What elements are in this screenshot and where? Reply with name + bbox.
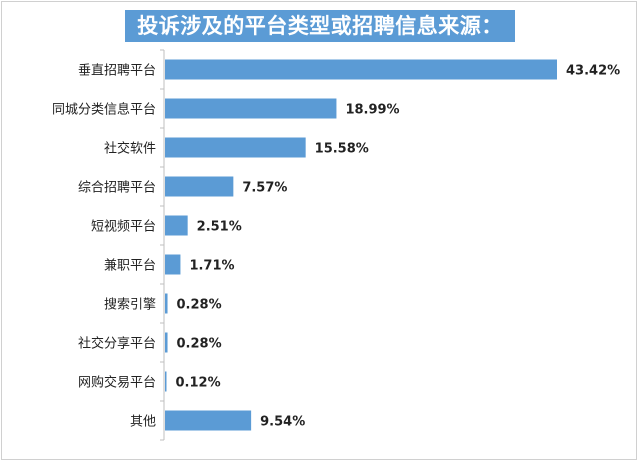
category-label: 短视频平台 [91, 220, 156, 235]
bar-9 [165, 410, 252, 431]
value-label: 18.99% [345, 103, 399, 118]
category-label: 垂直招聘平台 [78, 64, 156, 79]
category-label: 兼职平台 [104, 259, 156, 274]
value-label: 15.58% [315, 142, 369, 157]
value-label: 43.42% [566, 64, 620, 79]
category-label: 搜索引擎 [104, 298, 156, 313]
value-label: 0.28% [177, 337, 222, 352]
bar-3 [165, 176, 234, 197]
value-label: 7.57% [242, 181, 287, 196]
category-label: 其他 [130, 415, 156, 430]
category-label: 同城分类信息平台 [52, 102, 156, 118]
bar-8 [165, 371, 167, 392]
value-label: 1.71% [189, 259, 234, 274]
bar-4 [165, 215, 188, 236]
value-label: 0.12% [176, 376, 221, 391]
value-label: 0.28% [177, 298, 222, 313]
chart-title-wrap: 投诉涉及的平台类型或招聘信息来源： [0, 10, 640, 42]
bar-6 [165, 293, 168, 314]
category-label: 社交软件 [104, 141, 156, 157]
bar-2 [165, 137, 306, 158]
category-label: 网购交易平台 [78, 375, 156, 391]
value-label: 2.51% [197, 220, 242, 235]
bar-1 [165, 98, 337, 119]
category-label: 社交分享平台 [78, 336, 156, 352]
bar-7 [165, 332, 168, 353]
value-label: 9.54% [260, 415, 305, 430]
bar-0 [165, 59, 557, 80]
bar-5 [165, 254, 181, 275]
chart-title: 投诉涉及的平台类型或招聘信息来源： [125, 10, 515, 42]
category-label: 综合招聘平台 [78, 181, 156, 196]
